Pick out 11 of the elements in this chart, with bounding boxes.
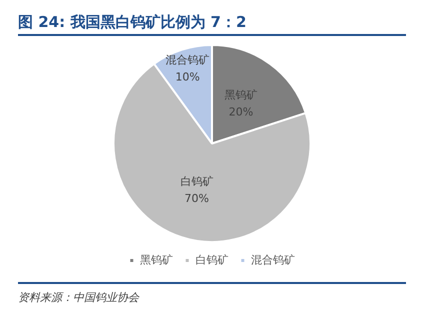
legend-label: 黑钨矿 [140,253,173,266]
legend-label: 白钨矿 [195,253,228,266]
data-label: 20% [228,106,254,119]
legend-label: 混合钨矿 [250,253,295,266]
data-label: 10% [175,70,200,84]
slice-label: 白钨矿 [180,175,214,188]
data-label: 70% [184,192,210,206]
slice-label: 黑钨矿 [224,88,258,102]
slice-label: 混合钨矿 [166,53,210,66]
chart-title: 图 24: 我国黑白钨矿比例为 7：2 [18,13,246,31]
text: 资料来源：中国钨业协会 [18,290,140,305]
